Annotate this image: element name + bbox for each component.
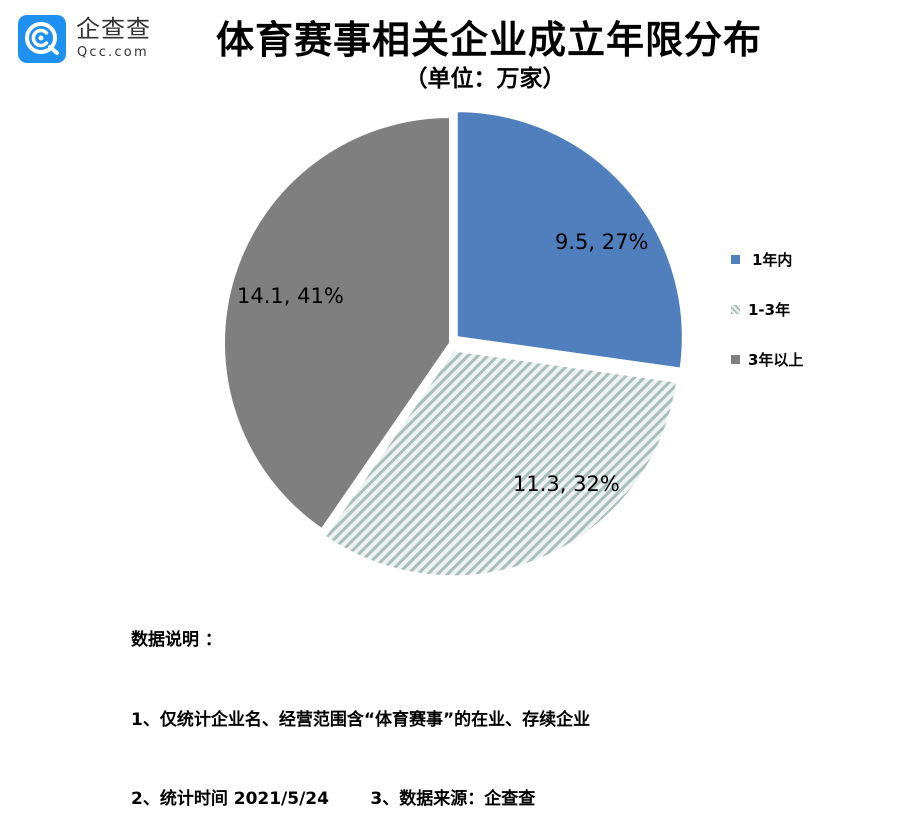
data-label-1-3yr: 11.3, 32% <box>513 472 620 496</box>
legend-label: 3年以上 <box>748 351 804 369</box>
pie-chart <box>223 110 684 578</box>
qcc-logo: 企查查 Qcc.com <box>18 15 178 65</box>
pie-slice-1-3yr <box>323 349 679 578</box>
pie-slice-1yr <box>455 110 684 370</box>
legend-label: 1-3年 <box>748 301 791 319</box>
pie-slice-3yr-plus <box>223 115 451 531</box>
chart-subtitle: （单位：万家） <box>404 66 566 92</box>
notes-line-1: 1、仅统计企业名、经营范围含“体育赛事”的在业、存续企业 <box>131 709 591 730</box>
data-notes: 数据说明 ： 1、仅统计企业名、经营范围含“体育赛事”的在业、存续企业 2、统计… <box>131 574 590 839</box>
logo-text-en: Qcc.com <box>77 45 149 60</box>
data-label-3yr-plus: 14.1, 41% <box>237 284 344 308</box>
notes-heading: 数据说明 ： <box>131 630 222 650</box>
legend-swatch-gray-icon <box>731 355 740 364</box>
data-label-1yr: 9.5, 27% <box>555 230 649 254</box>
chart-title: 体育赛事相关企业成立年限分布 <box>215 18 762 62</box>
legend-swatch-blue-icon <box>731 255 740 264</box>
qcc-logo-icon <box>18 15 66 63</box>
legend-label: 1年内 <box>752 251 793 269</box>
legend-swatch-hatch-icon <box>731 305 740 314</box>
notes-line-2: 2、统计时间 2021/5/24 3、数据来源：企查查 <box>131 789 536 809</box>
logo-text-cn: 企查查 <box>76 15 151 43</box>
